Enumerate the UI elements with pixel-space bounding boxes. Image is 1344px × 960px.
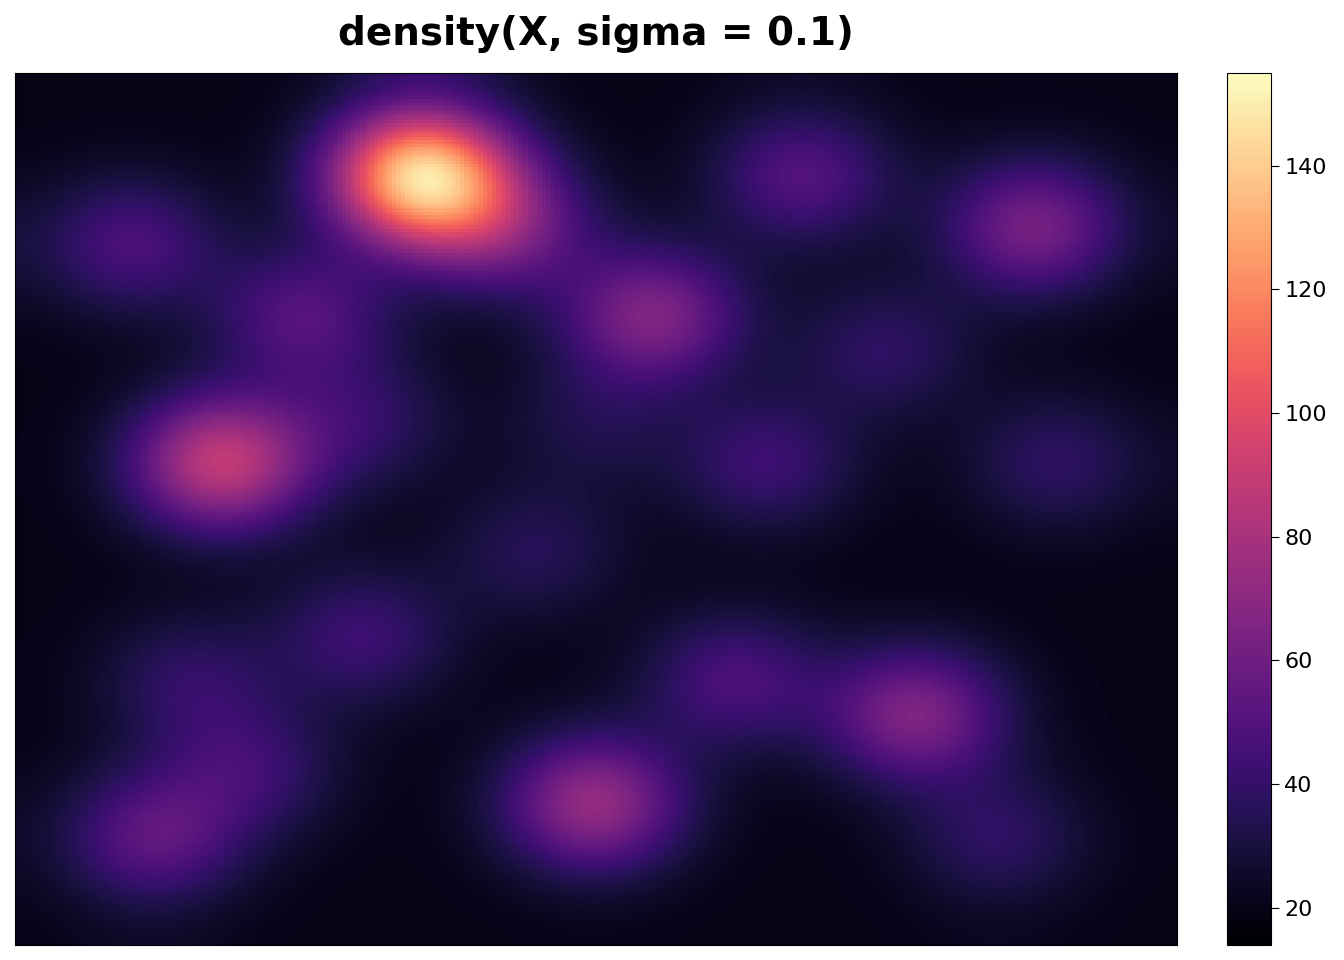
Title: density(X, sigma = 0.1): density(X, sigma = 0.1) — [337, 15, 853, 53]
